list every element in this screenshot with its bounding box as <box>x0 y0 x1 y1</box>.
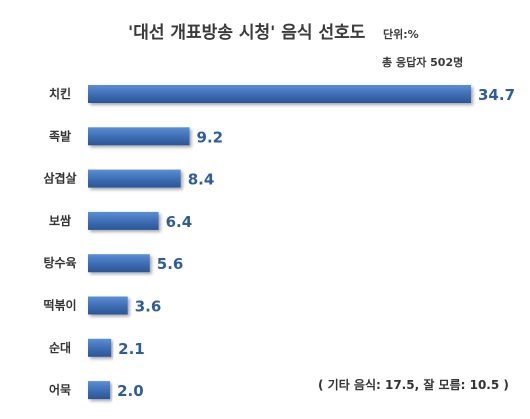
chart-title: '대선 개표방송 시청' 음식 선호도 <box>128 22 366 43</box>
category-label-6: 순대 <box>49 341 71 355</box>
bar-7 <box>88 381 111 400</box>
value-label-7: 2.0 <box>117 382 144 400</box>
bar-3 <box>88 211 159 230</box>
value-label-4: 5.6 <box>157 255 184 273</box>
value-label-1: 9.2 <box>197 128 224 146</box>
respondents-count: 총 응답자 502명 <box>382 55 463 69</box>
bar-4 <box>88 254 150 273</box>
bar-2 <box>88 169 181 188</box>
category-label-2: 삼겹살 <box>43 171 76 186</box>
footnote: ( 기타 음식: 17.5, 잘 모름: 10.5 ) <box>318 377 509 392</box>
bar-5 <box>88 296 128 315</box>
category-label-4: 탕수육 <box>43 255 76 270</box>
category-label-0: 치킨 <box>49 86 71 101</box>
value-label-5: 3.6 <box>135 298 162 316</box>
value-label-0: 34.7 <box>478 86 515 104</box>
bars-group: 치킨 34.7 족발 9.2 삼겹살 8.4 보쌈 6.4 탕수육 5.6 떡볶이 3.6 순대 2.1 어… <box>43 85 515 400</box>
bar-1 <box>88 127 190 146</box>
bar-0 <box>88 85 471 103</box>
category-label-1: 족발 <box>49 128 71 143</box>
value-label-2: 8.4 <box>188 171 215 189</box>
category-label-7: 어묵 <box>49 382 71 397</box>
bar-6 <box>88 338 112 357</box>
category-label-5: 떡볶이 <box>43 298 76 313</box>
value-label-6: 2.1 <box>118 340 145 358</box>
chart-unit: 단위:% <box>383 27 419 41</box>
value-label-3: 6.4 <box>166 213 193 231</box>
category-label-3: 보쌈 <box>49 213 71 228</box>
